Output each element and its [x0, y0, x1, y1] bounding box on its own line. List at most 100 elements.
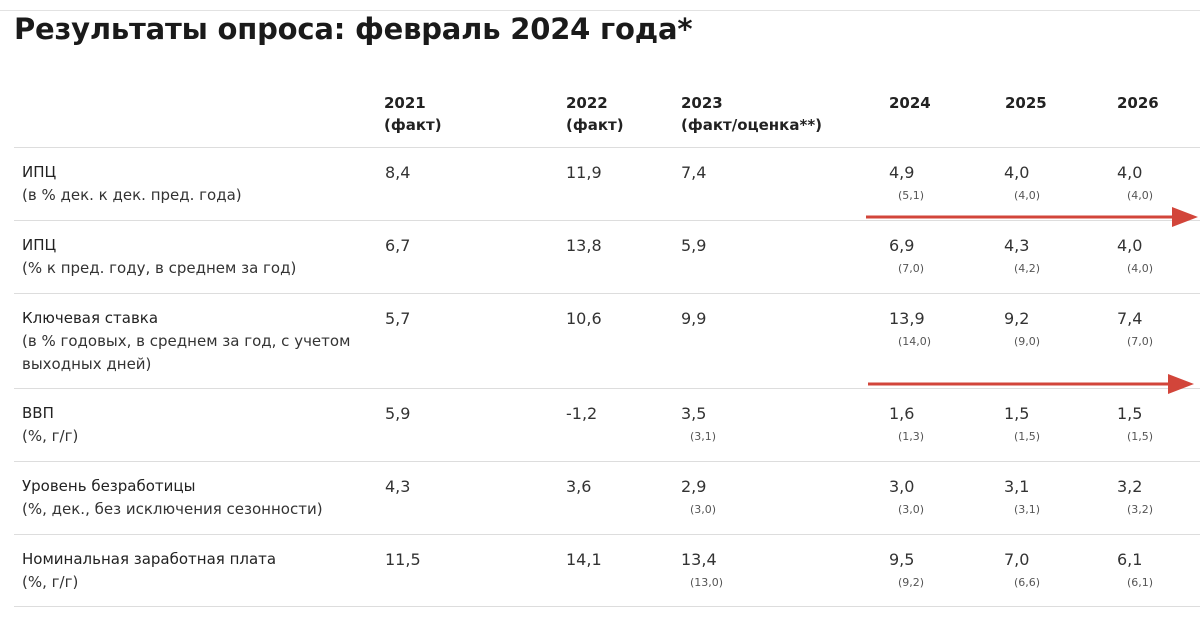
red-arrow-2: [868, 374, 1194, 394]
next-row-cut-off: [22, 618, 1192, 628]
row-divider: [14, 606, 1200, 607]
col-header-2024: 2024: [889, 92, 931, 114]
red-arrow-1: [866, 207, 1198, 227]
cell-previous-value: (3,2): [1127, 503, 1154, 516]
col-header-2026: 2026: [1117, 92, 1159, 114]
row-divider: [14, 534, 1200, 535]
cell-value: 1,5: [1117, 404, 1143, 423]
arrow-head: [1172, 207, 1198, 227]
cell-value: 7,0: [1004, 550, 1030, 569]
cell-value: 11,5: [385, 550, 421, 569]
cell-value: 5,9: [681, 236, 707, 255]
cell-previous-value: (6,6): [1014, 576, 1041, 589]
cell-value: 3,6: [566, 477, 592, 496]
row-label: ИПЦ (в % дек. к дек. пред. года): [22, 161, 242, 207]
cell-value: 9,9: [681, 309, 707, 328]
row-divider: [14, 220, 1200, 221]
row-label: Номинальная заработная плата (%, г/г): [22, 548, 276, 594]
cell-value: 1,5: [1004, 404, 1030, 423]
col-header-2021: 2021 (факт): [384, 92, 442, 136]
col-year: 2026: [1117, 94, 1159, 112]
row-divider: [14, 388, 1200, 389]
cell-value: 3,1: [1004, 477, 1030, 496]
top-divider: [0, 10, 1200, 11]
cell-value: 3,5: [681, 404, 707, 423]
cell-previous-value: (7,0): [898, 262, 925, 275]
cell-previous-value: (7,0): [1127, 335, 1154, 348]
row-subtitle: (%, г/г): [22, 573, 79, 591]
col-header-2025: 2025: [1005, 92, 1047, 114]
arrow-head: [1168, 374, 1194, 394]
row-label: Ключевая ставка (в % годовых, в среднем з…: [22, 307, 350, 376]
cell-previous-value: (9,0): [1014, 335, 1041, 348]
row-title: Ключевая ставка: [22, 309, 159, 327]
cell-value: 10,6: [566, 309, 602, 328]
cell-previous-value: (1,5): [1014, 430, 1041, 443]
row-subtitle: (%, г/г): [22, 427, 79, 445]
cell-previous-value: (4,0): [1127, 262, 1154, 275]
cell-value: 14,1: [566, 550, 602, 569]
col-year: 2023: [681, 94, 723, 112]
col-year: 2022: [566, 94, 608, 112]
row-title: ИПЦ: [22, 163, 57, 181]
cell-value: 4,9: [889, 163, 915, 182]
row-subtitle: (%, дек., без исключения сезонности): [22, 500, 323, 518]
col-year: 2024: [889, 94, 931, 112]
cell-previous-value: (1,3): [898, 430, 925, 443]
col-year: 2021: [384, 94, 426, 112]
cell-value: 7,4: [681, 163, 707, 182]
cell-value: 13,4: [681, 550, 717, 569]
cell-value: 11,9: [566, 163, 602, 182]
cell-value: 1,6: [889, 404, 915, 423]
cell-value: -1,2: [566, 404, 598, 423]
row-subtitle: выходных дней): [22, 355, 152, 373]
cell-value: 6,1: [1117, 550, 1143, 569]
cell-value: 4,0: [1117, 163, 1143, 182]
cell-previous-value: (13,0): [690, 576, 724, 589]
cell-previous-value: (14,0): [898, 335, 932, 348]
row-title: Номинальная заработная плата: [22, 550, 277, 568]
cell-value: 5,9: [385, 404, 411, 423]
cell-value: 13,8: [566, 236, 602, 255]
row-subtitle: (в % дек. к дек. пред. года): [22, 186, 242, 204]
cell-value: 9,5: [889, 550, 915, 569]
cell-value: 6,7: [385, 236, 411, 255]
row-label: ВВП (%, г/г): [22, 402, 78, 448]
row-subtitle: (в % годовых, в среднем за год, с учетом: [22, 332, 351, 350]
page-title: Результаты опроса: февраль 2024 года*: [14, 12, 693, 46]
col-note: (факт/оценка**): [681, 116, 823, 134]
row-divider: [14, 147, 1200, 148]
cell-value: 6,9: [889, 236, 915, 255]
cell-previous-value: (3,1): [1014, 503, 1041, 516]
cell-previous-value: (9,2): [898, 576, 925, 589]
col-year: 2025: [1005, 94, 1047, 112]
cell-previous-value: (5,1): [898, 189, 925, 202]
row-subtitle: (% к пред. году, в среднем за год): [22, 259, 297, 277]
cell-value: 3,0: [889, 477, 915, 496]
row-label: Уровень безработицы (%, дек., без исключе…: [22, 475, 323, 521]
cell-value: 8,4: [385, 163, 411, 182]
col-note: (факт): [566, 116, 624, 134]
cell-previous-value: (3,0): [898, 503, 925, 516]
cell-value: 13,9: [889, 309, 925, 328]
cell-value: 7,4: [1117, 309, 1143, 328]
cell-previous-value: (4,0): [1127, 189, 1154, 202]
cell-value: 3,2: [1117, 477, 1143, 496]
cell-previous-value: (4,2): [1014, 262, 1041, 275]
row-divider: [14, 461, 1200, 462]
col-header-2023: 2023 (факт/оценка**): [681, 92, 822, 136]
cell-value: 4,3: [1004, 236, 1030, 255]
cell-value: 2,9: [681, 477, 707, 496]
cell-value: 9,2: [1004, 309, 1030, 328]
row-title: ИПЦ: [22, 236, 57, 254]
col-header-2022: 2022 (факт): [566, 92, 624, 136]
cell-value: 5,7: [385, 309, 411, 328]
row-divider: [14, 293, 1200, 294]
cell-value: 4,3: [385, 477, 411, 496]
row-title: ВВП: [22, 404, 54, 422]
cell-value: 4,0: [1004, 163, 1030, 182]
row-title: Уровень безработицы: [22, 477, 196, 495]
cell-previous-value: (4,0): [1014, 189, 1041, 202]
col-note: (факт): [384, 116, 442, 134]
